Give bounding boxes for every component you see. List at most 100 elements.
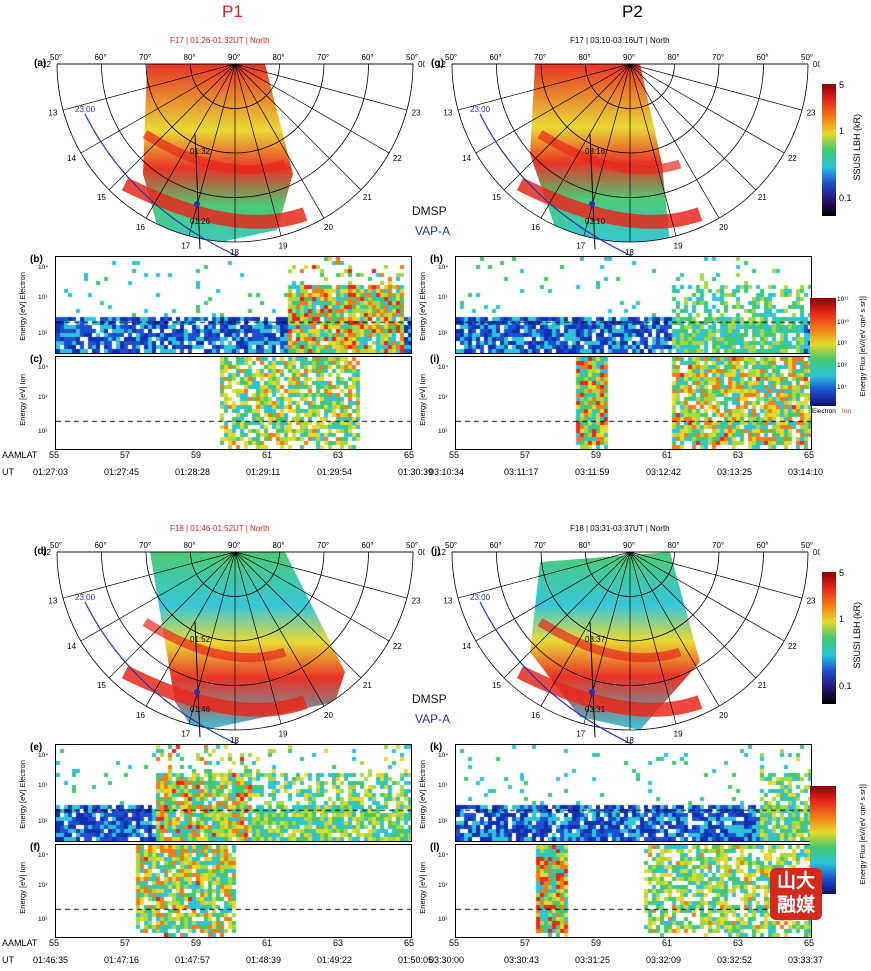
panel-label-h: (h) [430, 254, 443, 265]
lat-label: 80° [184, 53, 196, 62]
lat-label: 70° [712, 53, 724, 62]
lat-label: 70° [317, 541, 329, 550]
lat-label: 70° [534, 541, 546, 550]
ut-tick: 01:47:57 [175, 955, 211, 965]
lat-label: 70° [712, 541, 724, 550]
ylabel-electron-h: Energy [eV] Electron [418, 272, 427, 341]
aamlat-tick: 59 [591, 450, 602, 460]
flux-colorbar-electron [810, 298, 823, 406]
flux-ion-tag: Ion [842, 408, 852, 415]
ion-spectrogram-c [55, 356, 412, 450]
aamlat-tick: 57 [520, 450, 531, 460]
aamlat-tick: 55 [49, 938, 60, 948]
panel-label-g: (g) [431, 58, 444, 69]
ytick-i-3: 10² [438, 428, 448, 435]
mlt-label: 18 [230, 736, 239, 745]
ion-spectrogram-f [55, 844, 412, 938]
ylabel-ion-c: Energy [eV] Ion [18, 374, 27, 426]
ytick-c-1: 10⁴ [38, 364, 49, 371]
mlt-label: 23 [807, 109, 816, 118]
lat-label: 50° [406, 53, 418, 62]
mlt-label: 16 [136, 711, 145, 720]
aamlat-tick: 57 [120, 450, 131, 460]
lat-label: 50° [50, 541, 62, 550]
ut-tick: 03:10:34 [429, 467, 465, 477]
watermark-logo: 山大融媒 [770, 868, 822, 920]
lat-label: 80° [668, 53, 680, 62]
mlt-label: 15 [97, 193, 106, 202]
aamlat-tick: 63 [333, 450, 344, 460]
ylabel-electron-b: Energy [eV] Electron [18, 272, 27, 341]
track-time-label: 01:52 [190, 635, 211, 644]
flux-colorbar-ion [823, 298, 836, 406]
mlt-label: 23 [807, 597, 816, 606]
lat-label: 70° [317, 53, 329, 62]
mlt-label: 20 [719, 711, 728, 720]
mlt-label: 22 [393, 642, 402, 651]
aamlat-tick: 65 [804, 450, 815, 460]
ytick-b-3: 10² [38, 330, 48, 337]
mlt-label: 19 [279, 730, 288, 739]
lat-label: 50° [50, 53, 62, 62]
flux-colorbar-label: Energy Flux [eV/(eV cm² s sr)] [858, 296, 867, 397]
lat-label: 60° [757, 541, 769, 550]
mlt-label: 16 [136, 223, 145, 232]
aamlat-tick: 65 [404, 938, 415, 948]
mlt-label: 12 [437, 60, 446, 69]
mlt-label: 14 [462, 154, 471, 163]
panel-label-a: (a) [34, 58, 47, 69]
mlt-label: 18 [230, 248, 239, 257]
flux-tick-2: 10¹⁰ [837, 319, 850, 326]
ut-tick: 03:32:09 [646, 955, 682, 965]
aamlat-tick: 61 [262, 938, 273, 948]
ssusi-tick-mid: 1 [839, 126, 845, 136]
flux-colorbar-label-2: Energy Flux [eV/(eV cm² s sr)] [858, 784, 867, 885]
ytick-f-1: 10⁴ [38, 852, 49, 859]
panel-label-e: (e) [30, 742, 43, 753]
mlt-label: 23 [412, 597, 421, 606]
panel-label-d: (d) [34, 546, 47, 557]
ut-tick: 01:29:54 [317, 467, 353, 477]
lat-label: 60° [95, 541, 107, 550]
ytick-f-3: 10² [38, 916, 48, 923]
mlt-label: 12 [42, 60, 51, 69]
mlt-label: 19 [674, 730, 683, 739]
mlt-label: 21 [758, 193, 767, 202]
mlt-label: 20 [719, 223, 728, 232]
lat-label: 50° [445, 541, 457, 550]
ut-tick: 01:27:03 [33, 467, 69, 477]
aamlat-tick: 57 [120, 938, 131, 948]
mlt-label: 22 [393, 154, 402, 163]
subtitle-d: F18 | 01:46-01:52UT | North [170, 524, 270, 533]
ut-tick: 01:28:28 [175, 467, 211, 477]
aamlat-tick: 59 [591, 938, 602, 948]
ylabel-electron-e: Energy [eV] Electron [18, 760, 27, 829]
subtitle-g: F17 | 03:10-03:16UT | North [570, 36, 670, 45]
lat-label: 60° [362, 541, 374, 550]
mlt-label: 20 [324, 223, 333, 232]
mlt-label: 15 [97, 681, 106, 690]
lat-label: 80° [184, 541, 196, 550]
aamlat-tick: 61 [662, 938, 673, 948]
mlt-label: 00 [418, 548, 425, 557]
legend-vapa-2: VAP-A [415, 712, 451, 726]
lat-label: 60° [490, 53, 502, 62]
mlt-label: 14 [67, 154, 76, 163]
ytick-f-2: 10³ [38, 882, 48, 889]
mlt-label: 17 [576, 242, 585, 251]
mlt-label: 14 [462, 642, 471, 651]
mlt-label: 19 [674, 242, 683, 251]
mlt-label: 00 [813, 548, 820, 557]
ytick-b-1: 10⁴ [38, 264, 49, 271]
track-time-label: 01:32 [190, 147, 211, 156]
mlt-label: 21 [363, 681, 372, 690]
flux-colorbar-ion-2 [823, 786, 836, 894]
ytick-e-2: 10³ [38, 782, 48, 789]
panel-label-k: (k) [430, 742, 443, 753]
ytick-b-2: 10³ [38, 294, 48, 301]
aamlat-tick: 57 [520, 938, 531, 948]
mlt-label: 14 [67, 642, 76, 651]
ssusi-colorbar-2 [822, 572, 836, 704]
mlt-label: 22 [788, 642, 797, 651]
